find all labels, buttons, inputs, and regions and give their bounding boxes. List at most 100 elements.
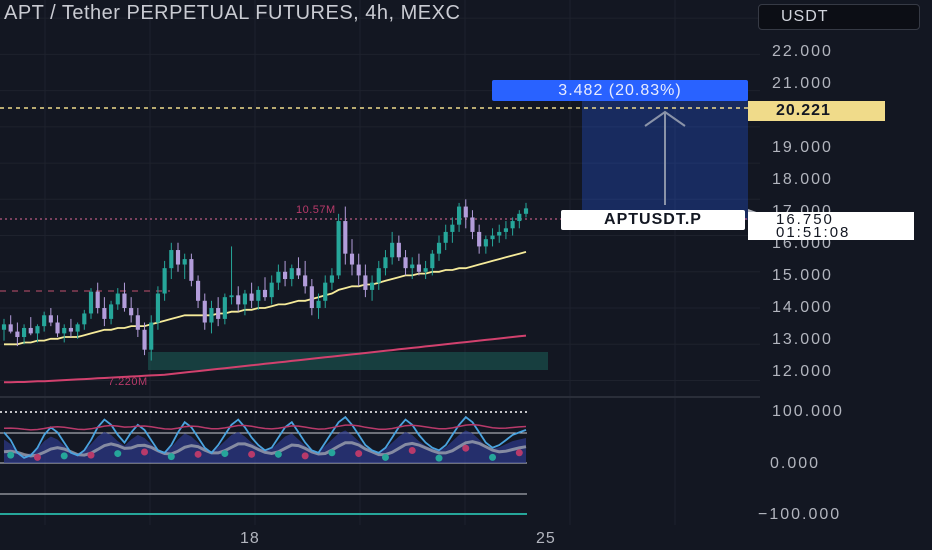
candle — [463, 199, 468, 229]
oscillator-line — [3, 415, 527, 459]
candle-body — [1, 324, 7, 330]
price-tick: 21.000 — [772, 75, 833, 92]
candle-body — [517, 213, 522, 222]
candle — [196, 275, 201, 309]
candle — [236, 286, 241, 312]
candle-body — [423, 268, 428, 272]
candle — [329, 268, 334, 290]
candle-body — [162, 268, 167, 294]
candle — [149, 315, 154, 361]
price-tick: 18.000 — [772, 171, 833, 188]
candle — [216, 297, 221, 327]
candle-body — [42, 315, 47, 327]
oscillator-signal-dot — [87, 451, 95, 459]
candle-body — [216, 308, 221, 319]
candle — [229, 246, 234, 305]
candle — [122, 282, 127, 312]
candle — [262, 277, 268, 301]
candle — [269, 275, 274, 305]
candle-body — [289, 268, 294, 280]
candle-body — [296, 268, 301, 276]
currency-selector-button[interactable]: USDT — [758, 4, 920, 30]
candle-body — [343, 221, 348, 254]
candle-body — [497, 231, 502, 236]
oscillator-signal-dot — [33, 453, 41, 461]
candle — [15, 322, 20, 347]
candle — [376, 260, 381, 290]
candle — [189, 253, 194, 287]
oscillator-signal-dot — [328, 449, 336, 457]
candle-body — [303, 275, 308, 287]
high-volume-label: 10.57M — [296, 204, 336, 216]
candle — [370, 275, 375, 301]
candle — [316, 293, 321, 319]
candle-body — [490, 235, 495, 240]
candle — [349, 239, 355, 276]
candle — [222, 293, 227, 325]
oscillator-signal-dot — [7, 451, 15, 459]
candle — [276, 264, 281, 290]
candle-body — [142, 329, 147, 350]
candle-body — [262, 289, 268, 298]
candle — [383, 250, 388, 276]
candle — [410, 257, 415, 280]
candle — [430, 250, 435, 276]
candle-body — [309, 286, 314, 309]
ema-slow-line — [4, 334, 527, 384]
candle-body — [242, 293, 247, 305]
candle — [55, 315, 60, 338]
candle-body — [55, 322, 60, 334]
candle — [490, 228, 495, 247]
candle-body — [196, 280, 201, 301]
candle — [129, 297, 134, 323]
candle-body — [436, 242, 442, 254]
oscillator-signal-dot — [355, 450, 363, 458]
candle — [457, 202, 462, 232]
candle — [470, 210, 475, 240]
candle — [95, 282, 100, 314]
candle — [510, 217, 515, 236]
candles-layer — [1, 199, 529, 361]
oscillator-signal-dot — [221, 450, 229, 458]
candle-body — [202, 300, 207, 323]
candle-body — [463, 206, 468, 218]
candle — [102, 297, 107, 327]
candle — [35, 324, 40, 343]
candle-body — [15, 331, 20, 338]
candle — [142, 322, 147, 356]
candle-body — [28, 327, 33, 334]
time-tick: 18 — [240, 530, 260, 547]
oscillator-signal-dot — [274, 450, 282, 458]
oscillator-histogram — [4, 430, 526, 463]
candle-body — [122, 293, 127, 309]
candle-body — [95, 291, 100, 309]
oscillator-signal-dot — [515, 449, 523, 457]
candle-body — [155, 293, 160, 323]
candle — [22, 324, 27, 345]
target-price-label: 20.221 — [748, 101, 885, 121]
candle — [450, 217, 455, 243]
measure-arrow-head — [644, 110, 686, 127]
candle-body — [470, 217, 475, 232]
candle-body — [249, 293, 254, 301]
candle-body — [229, 295, 234, 298]
candle-body — [102, 308, 107, 319]
candle — [256, 286, 261, 310]
price-tick: 15.000 — [772, 267, 833, 284]
candle — [42, 311, 47, 332]
candle-body — [135, 315, 140, 330]
candle-body — [349, 253, 355, 265]
candle-body — [410, 264, 415, 269]
current-price-box: 16.750 01:51:08 — [748, 212, 914, 240]
candle — [28, 317, 33, 336]
candle — [416, 253, 421, 276]
oscillator-signal-dot — [435, 454, 443, 462]
candle — [323, 275, 328, 309]
candle — [88, 288, 94, 319]
candle-body — [22, 327, 27, 338]
candle-body — [483, 239, 488, 247]
candle — [169, 242, 174, 280]
oscillator-signal-dot — [489, 453, 497, 461]
candle — [82, 309, 87, 330]
